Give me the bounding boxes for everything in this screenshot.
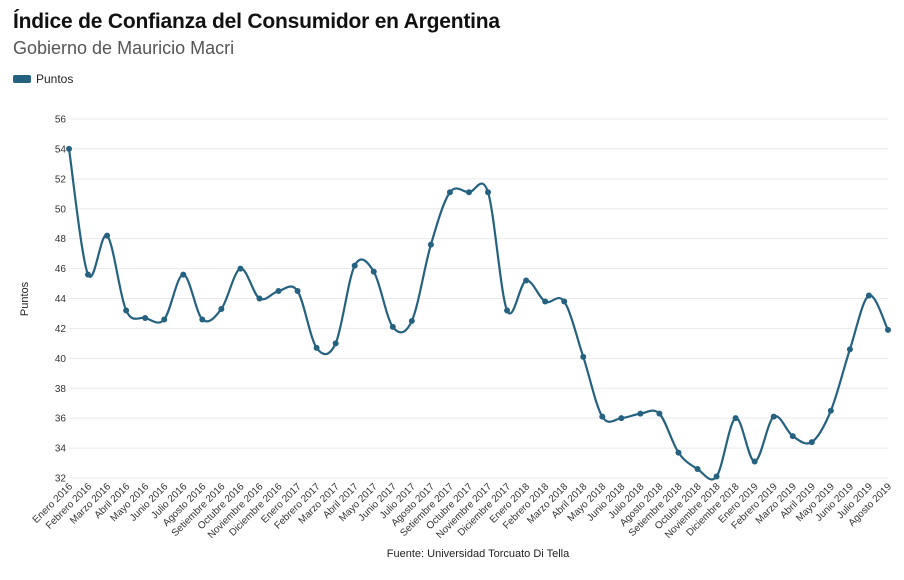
data-point[interactable]: Junio 2016: 42.6 [161,316,168,323]
source-note: Fuente: Universidad Torcuato Di Tella [387,548,570,560]
data-point[interactable]: Agosto 2016: 42.6 [199,316,206,323]
data-point[interactable]: Febrero 2016: 45.6 [85,271,92,278]
data-point[interactable]: Noviembre 2016: 44 [256,295,263,302]
y-tick-label: 34 [55,444,67,455]
data-point[interactable]: Marzo 2016: 48.2 [104,232,111,239]
y-tick-label: 42 [55,324,67,335]
data-point[interactable]: Junio 2019: 40.6 [846,346,853,353]
data-point[interactable]: Mayo 2018: 36.1 [599,413,606,420]
series-line [67,148,889,481]
data-point[interactable]: Mayo 2019: 36.5 [827,407,834,414]
y-tick-label: 36 [55,414,67,425]
data-point[interactable]: Mayo 2016: 42.7 [142,314,149,321]
chart-title: Índice de Confianza del Consumidor en Ar… [13,10,500,33]
data-point[interactable]: Agosto 2017: 47.6 [427,241,434,248]
data-point[interactable]: Febrero 2019: 36.1 [770,413,777,420]
legend-swatch [13,75,31,83]
y-axis-label: Puntos [19,281,31,316]
legend-label: Puntos [36,72,74,86]
data-point[interactable]: Julio 2017: 42.5 [408,317,415,324]
data-point[interactable]: Marzo 2017: 41 [332,340,339,347]
y-tick-label: 46 [55,264,67,275]
data-point[interactable]: Junio 2017: 42.1 [389,323,396,330]
y-tick-label: 32 [55,474,67,485]
data-point[interactable]: Setiembre 2018: 33.7 [675,449,682,456]
data-point[interactable]: Febrero 2017: 40.7 [313,344,320,351]
data-point[interactable]: Julio 2018: 36.3 [637,410,644,417]
data-point[interactable]: Julio 2016: 45.6 [180,271,187,278]
y-tick-label: 40 [55,354,67,365]
y-tick-label: 52 [55,174,67,185]
data-point[interactable]: Marzo 2018: 43.8 [561,298,568,305]
y-tick-label: 48 [55,234,67,245]
y-tick-label: 56 [55,115,67,126]
data-point[interactable]: Octubre 2016: 46 [237,265,244,272]
data-point[interactable]: Junio 2018: 36 [618,415,625,422]
data-point[interactable]: Abril 2018: 40.1 [580,353,587,360]
data-point[interactable]: Enero 2016: 54 [66,145,72,152]
y-axis-ticks: 32 34 36 38 40 42 44 46 48 50 52 54 56 [55,115,67,485]
data-point[interactable]: Enero 2019: 33.1 [751,458,758,465]
y-tick-label: 44 [55,294,67,305]
data-point[interactable]: Agosto 2019: 41.9 [885,326,891,333]
data-point[interactable]: Diciembre 2016: 44.5 [275,288,282,295]
data-point[interactable]: Abril 2017: 46.2 [351,262,358,269]
data-point[interactable]: Setiembre 2017: 51.1 [446,189,453,196]
data-point[interactable]: Enero 2018: 45.2 [523,277,530,284]
data-point[interactable]: Mayo 2017: 45.8 [370,268,377,275]
data-point[interactable]: Abril 2019: 34.4 [808,439,815,446]
y-tick-label: 38 [55,384,67,395]
data-point[interactable]: Febrero 2018: 43.8 [542,298,549,305]
data-point[interactable]: Noviembre 2018: 32.1 [713,473,720,480]
data-point[interactable]: Enero 2017: 44.5 [294,288,301,295]
data-point[interactable]: Noviembre 2017: 51.1 [485,189,492,196]
y-tick-label: 50 [55,204,67,215]
data-point[interactable]: Octubre 2018: 32.6 [694,466,701,473]
data-point[interactable]: Marzo 2019: 34.8 [789,433,796,440]
legend[interactable]: Puntos [13,72,73,86]
data-point[interactable]: Diciembre 2018: 36 [732,415,739,422]
data-point[interactable]: Julio 2019: 44.2 [865,292,872,299]
data-point[interactable]: Abril 2016: 43.2 [123,307,130,314]
data-point[interactable]: Diciembre 2017: 43.2 [504,307,511,314]
grid-layer [69,118,888,479]
series-points: Enero 2016: 54 Febrero 2016: 45.6 Marzo 20… [66,145,891,480]
chart-subtitle: Gobierno de Mauricio Macri [13,38,235,58]
data-point[interactable]: Setiembre 2016: 43.3 [218,305,225,312]
data-point[interactable]: Agosto 2018: 36.3 [656,410,663,417]
data-point[interactable]: Octubre 2017: 51.1 [465,189,472,196]
y-tick-label: 54 [55,144,67,155]
